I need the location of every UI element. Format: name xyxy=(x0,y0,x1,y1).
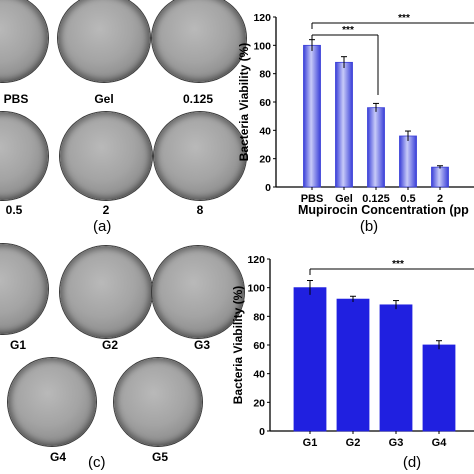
y-tick-label: 80 xyxy=(253,311,265,323)
panel-letter-d: (d) xyxy=(403,454,421,471)
bar xyxy=(379,304,413,432)
y-tick-label: 100 xyxy=(247,283,265,295)
y-tick-label: 100 xyxy=(253,40,271,52)
dish-label: G2 xyxy=(101,338,118,352)
dish-g5 xyxy=(114,358,202,446)
y-tick-label: 40 xyxy=(259,125,271,137)
dish-8 xyxy=(154,112,246,200)
dish-0125 xyxy=(152,0,246,82)
y-tick-label: 120 xyxy=(253,12,271,24)
dish-g3 xyxy=(152,246,244,338)
dish-label: G3 xyxy=(193,338,210,352)
significance-label: *** xyxy=(398,13,410,24)
dish-label: 8 xyxy=(196,203,204,217)
petri-dish-photos: PBS Gel 0.125 0.5 2 8 (a) G1 G2 G3 G4 G5… xyxy=(0,0,246,471)
y-tick-label: 60 xyxy=(253,340,265,352)
significance-label: *** xyxy=(342,25,354,36)
x-tick-label: PBS xyxy=(301,193,324,205)
panel-letter-a: (a) xyxy=(93,218,112,235)
x-tick-label: G2 xyxy=(346,437,361,449)
x-axis-label: Mupirocin Concentration (pp xyxy=(298,203,469,217)
panel-letter-b: (b) xyxy=(360,218,378,235)
dish-g4 xyxy=(8,358,96,446)
x-tick-label: G4 xyxy=(432,437,448,449)
dish-2 xyxy=(60,112,152,200)
dish-label: 0.5 xyxy=(5,203,23,217)
bar xyxy=(399,135,417,188)
x-tick-label: 2 xyxy=(437,193,443,205)
bar xyxy=(431,166,449,188)
dish-label: G5 xyxy=(151,450,168,464)
dish-label: 2 xyxy=(102,203,110,217)
bar xyxy=(293,287,327,432)
dish-label: G4 xyxy=(49,450,66,464)
x-tick-label: 0.5 xyxy=(400,193,415,205)
dish-label: G1 xyxy=(9,338,26,352)
bar xyxy=(367,107,385,188)
bar xyxy=(336,298,370,432)
y-tick-label: 20 xyxy=(259,154,271,166)
x-tick-label: 0.125 xyxy=(362,193,390,205)
dish-gel xyxy=(58,0,150,82)
bar xyxy=(422,344,456,432)
dish-label: Gel xyxy=(94,92,114,106)
y-tick-label: 120 xyxy=(247,254,265,266)
y-axis-label: Bacteria Viability (%) xyxy=(237,43,251,162)
x-tick-label: G1 xyxy=(303,437,318,449)
bar xyxy=(303,44,321,188)
x-tick-label: Gel xyxy=(335,193,353,205)
dish-g2 xyxy=(60,246,152,338)
dish-label: 0.125 xyxy=(182,92,214,106)
significance-label: *** xyxy=(392,259,404,270)
y-tick-label: 40 xyxy=(253,369,265,381)
y-tick-label: 0 xyxy=(265,182,271,194)
y-tick-label: 20 xyxy=(253,397,265,409)
y-axis-label: Bacteria Viability (%) xyxy=(231,286,245,405)
bar xyxy=(335,61,353,188)
dish-label: PBS xyxy=(3,92,29,106)
x-tick-label: G3 xyxy=(389,437,404,449)
y-tick-label: 0 xyxy=(259,426,265,438)
panel-letter-c: (c) xyxy=(88,454,106,471)
y-tick-label: 80 xyxy=(259,69,271,81)
y-tick-label: 60 xyxy=(259,97,271,109)
